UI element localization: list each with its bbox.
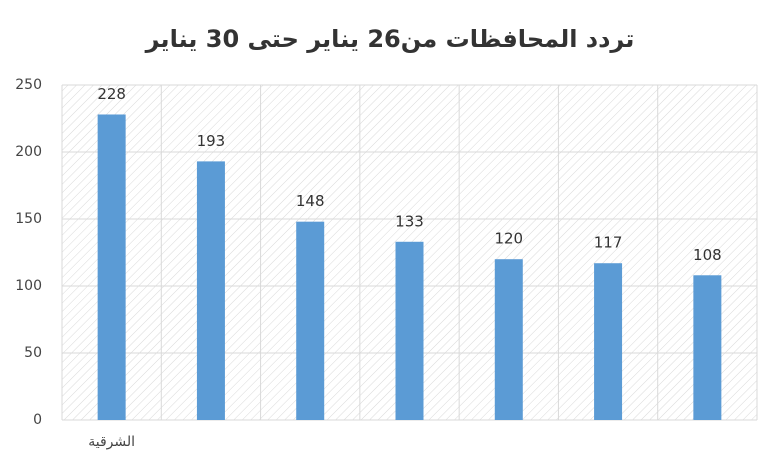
chart-title: تردد المحافظات من26 يناير حتى 30 يناير <box>145 25 635 53</box>
bar <box>494 259 523 420</box>
bar <box>594 263 623 420</box>
data-label: 120 <box>494 230 523 248</box>
bar <box>97 114 126 420</box>
data-label: 228 <box>97 85 126 103</box>
data-label: 193 <box>197 132 226 150</box>
y-tick-label: 50 <box>24 345 42 361</box>
y-tick-label: 200 <box>15 144 42 160</box>
bar <box>296 221 325 420</box>
x-tick-label: الشرقية <box>88 434 135 450</box>
y-tick-label: 0 <box>33 412 42 428</box>
y-tick-label: 100 <box>15 278 42 294</box>
data-label: 117 <box>594 234 623 252</box>
data-label: 148 <box>296 192 325 210</box>
bar <box>395 241 424 420</box>
data-label: 108 <box>693 246 722 264</box>
data-label: 133 <box>395 212 424 230</box>
y-tick-label: 250 <box>15 77 42 93</box>
bar <box>693 275 722 420</box>
bar <box>196 161 225 420</box>
y-tick-label: 150 <box>15 211 42 227</box>
